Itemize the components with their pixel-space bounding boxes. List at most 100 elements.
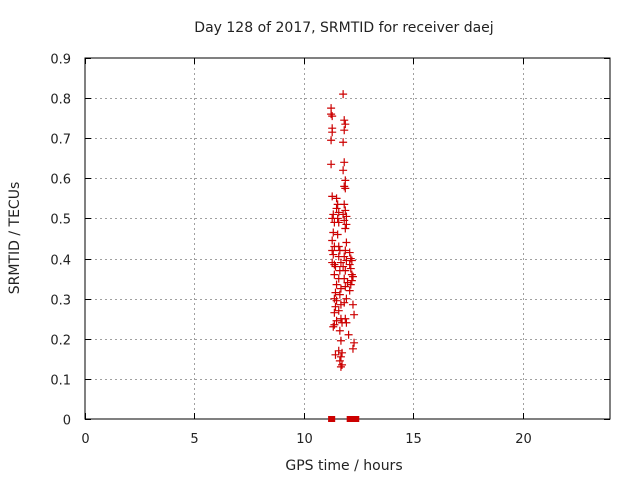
- data-point: [329, 228, 338, 237]
- data-point: [334, 306, 343, 315]
- data-point: [331, 302, 340, 311]
- data-point: [340, 274, 349, 283]
- plot-area-frame: [84, 57, 611, 420]
- data-point: [330, 320, 339, 329]
- data-point: [332, 204, 341, 213]
- data-point: [347, 256, 356, 265]
- data-point: [346, 254, 355, 263]
- data-point: [338, 348, 347, 357]
- data-point: [332, 296, 341, 305]
- data-point: [341, 120, 350, 129]
- data-point: [341, 184, 350, 193]
- x-axis-label: GPS time / hours: [285, 458, 402, 474]
- data-point: [328, 246, 337, 255]
- data-point: [328, 236, 337, 245]
- data-point: [341, 314, 350, 323]
- data-point: [327, 110, 336, 119]
- data-point: [327, 136, 336, 145]
- data-point: [341, 224, 350, 233]
- y-tick-label: 0.3: [50, 294, 71, 309]
- axis-ticks: 0 0.1 0.2 0.3 0.4 0.5 0.6 0.7 0.8 0.9 0 5 10 15 20: [50, 53, 610, 447]
- y-tick-label: 0.6: [50, 173, 71, 188]
- y-tick-label: 0.8: [50, 93, 71, 108]
- y-tick-label: 0.9: [50, 53, 71, 68]
- data-point: [331, 262, 340, 271]
- data-point: [341, 206, 350, 215]
- data-point: [328, 128, 337, 137]
- y-tick-label: 0.2: [50, 334, 71, 349]
- data-point: [340, 158, 349, 167]
- data-point: [329, 250, 338, 259]
- data-point: [330, 294, 339, 303]
- data-point: [334, 218, 343, 227]
- data-point: [331, 288, 340, 297]
- data-point: [336, 352, 345, 361]
- data-point: [342, 212, 351, 221]
- data-point: [336, 336, 345, 345]
- data-point: [340, 200, 349, 209]
- data-point: [342, 318, 351, 327]
- data-point: [332, 280, 341, 289]
- data-point: [339, 210, 348, 219]
- data-point: [341, 266, 350, 275]
- data-point: [341, 176, 350, 185]
- data-point: [345, 248, 354, 257]
- data-point: [333, 214, 342, 223]
- data-point: [339, 138, 348, 147]
- data-point: [339, 90, 348, 99]
- data-point: [334, 242, 343, 251]
- data-point: [348, 272, 357, 281]
- y-axis-label: SRMTID / TECUs: [7, 182, 23, 295]
- data-point: [340, 216, 349, 225]
- data-point: [332, 316, 341, 325]
- x-tick-label: 20: [515, 432, 532, 447]
- data-point: [334, 208, 343, 217]
- y-tick-label: 0.1: [50, 374, 71, 389]
- data-point: [338, 360, 347, 369]
- data-point: [347, 276, 356, 285]
- data-point: [335, 290, 344, 299]
- y-tick-label: 0.5: [50, 213, 71, 228]
- data-point: [344, 330, 353, 339]
- grid-lines: [85, 58, 610, 419]
- data-point: [327, 160, 336, 169]
- data-point: [339, 166, 348, 175]
- zero-data-point: [329, 416, 336, 422]
- data-point: [350, 338, 359, 347]
- data-point: [333, 230, 342, 239]
- data-point: [335, 356, 344, 365]
- data-point: [336, 258, 345, 267]
- x-tick-label: 0: [81, 432, 89, 447]
- data-point: [330, 308, 339, 317]
- x-tick-label: 15: [405, 432, 422, 447]
- data-point: [342, 238, 351, 247]
- zero-data-point: [353, 416, 360, 422]
- data-point: [334, 346, 343, 355]
- data-point: [341, 246, 350, 255]
- data-point: [339, 262, 348, 271]
- data-point: [341, 282, 350, 291]
- data-point: [340, 298, 349, 307]
- data-point: [336, 300, 345, 309]
- data-point: [346, 264, 355, 273]
- y-tick-label: 0.4: [50, 254, 71, 269]
- data-point: [336, 362, 345, 371]
- data-point: [345, 260, 354, 269]
- data-point: [345, 286, 354, 295]
- data-point: [350, 310, 359, 319]
- data-point: [335, 326, 344, 335]
- data-point: [340, 116, 349, 125]
- data-point: [343, 278, 352, 287]
- data-point: [328, 112, 337, 121]
- data-point: [346, 280, 355, 289]
- data-point: [329, 322, 338, 331]
- y-tick-label: 0: [63, 414, 71, 429]
- data-point: [328, 192, 337, 201]
- data-point: [330, 270, 339, 279]
- data-point: [340, 126, 349, 135]
- data-point: [348, 344, 357, 353]
- data-point: [348, 300, 357, 309]
- data-point: [342, 220, 351, 229]
- data-point: [340, 182, 349, 191]
